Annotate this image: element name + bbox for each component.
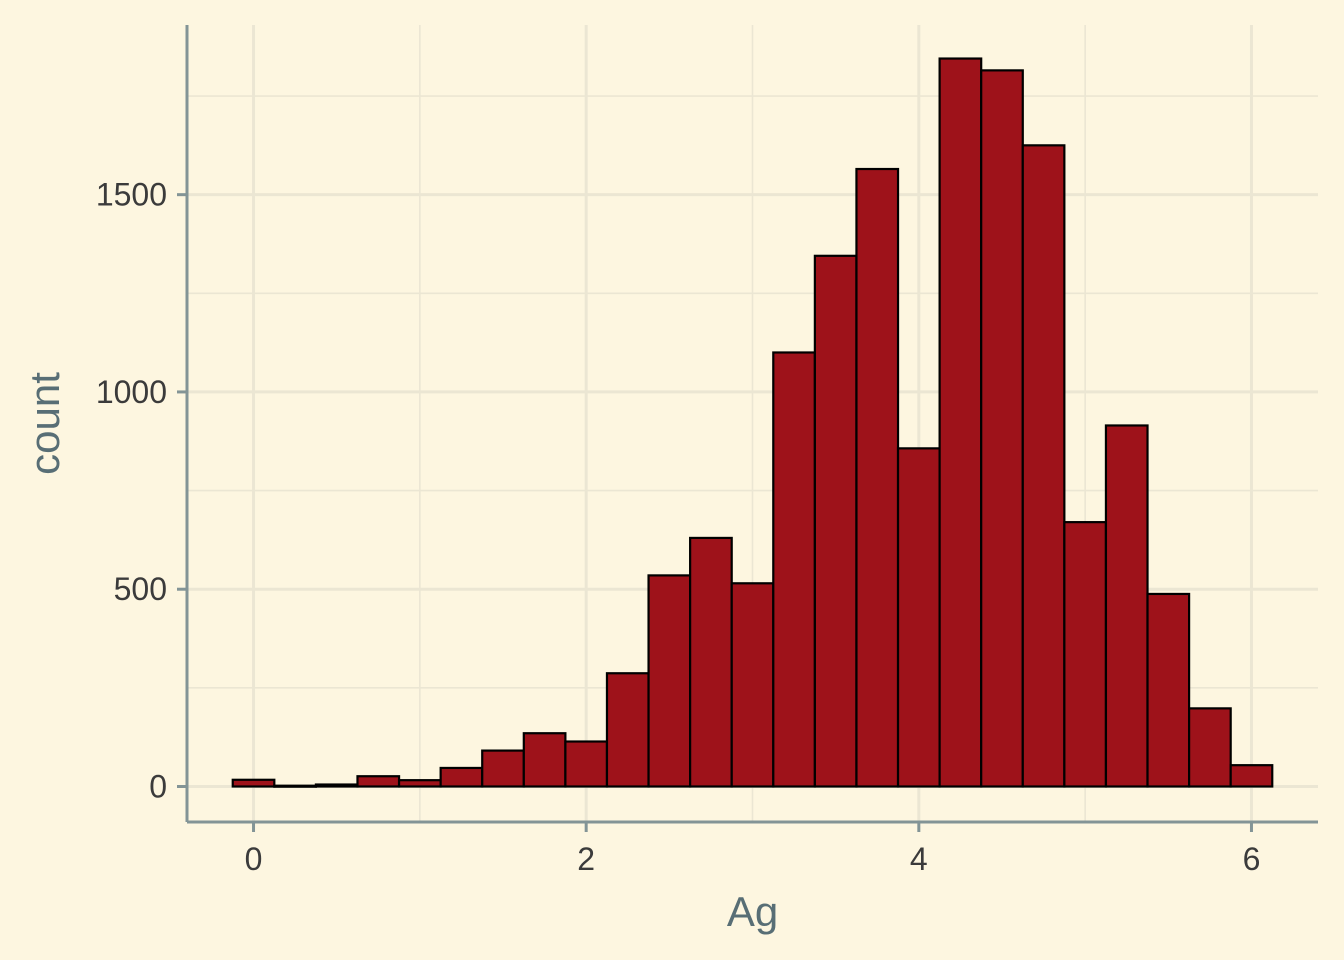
histogram-bar [439, 766, 484, 788]
histogram-bar [397, 779, 442, 788]
y-tick-label: 0 [149, 768, 167, 804]
histogram-bar [689, 536, 733, 788]
histogram-bar [1021, 144, 1066, 788]
histogram-bar [356, 775, 401, 788]
histogram-bar [481, 749, 525, 788]
histogram-bar [1146, 592, 1191, 788]
axes [185, 25, 1318, 824]
histogram-bar [522, 732, 567, 788]
x-axis-title: Ag [727, 888, 778, 935]
histogram-bar [1104, 424, 1149, 788]
histogram-bar [855, 167, 900, 788]
histogram-bar [813, 254, 858, 788]
histogram-bar [647, 574, 692, 788]
tick-labels: 0 500 1000 1500 0 2 4 6 [96, 177, 1261, 877]
y-tick-label: 500 [114, 571, 167, 607]
x-tick-label: 4 [910, 841, 928, 877]
histogram-bar [730, 582, 775, 788]
y-tick-label: 1500 [96, 177, 167, 213]
histogram-bar [1229, 764, 1274, 788]
y-axis-title: count [21, 372, 68, 475]
histogram-bar [1063, 521, 1108, 788]
bars [231, 57, 1274, 788]
histogram-bar [938, 57, 983, 788]
histogram-bar [980, 69, 1024, 788]
x-tick-label: 6 [1243, 841, 1261, 877]
histogram-bar [605, 672, 650, 788]
histogram-bar [772, 351, 816, 788]
histogram-bar [314, 783, 359, 788]
histogram-bar [564, 740, 609, 788]
histogram-bar [1187, 707, 1232, 788]
histogram-bar [896, 447, 941, 788]
y-tick-label: 1000 [96, 374, 167, 410]
histogram-bar [231, 778, 276, 788]
x-tick-label: 2 [577, 841, 595, 877]
x-tick-label: 0 [245, 841, 263, 877]
histogram-bar [273, 784, 318, 788]
